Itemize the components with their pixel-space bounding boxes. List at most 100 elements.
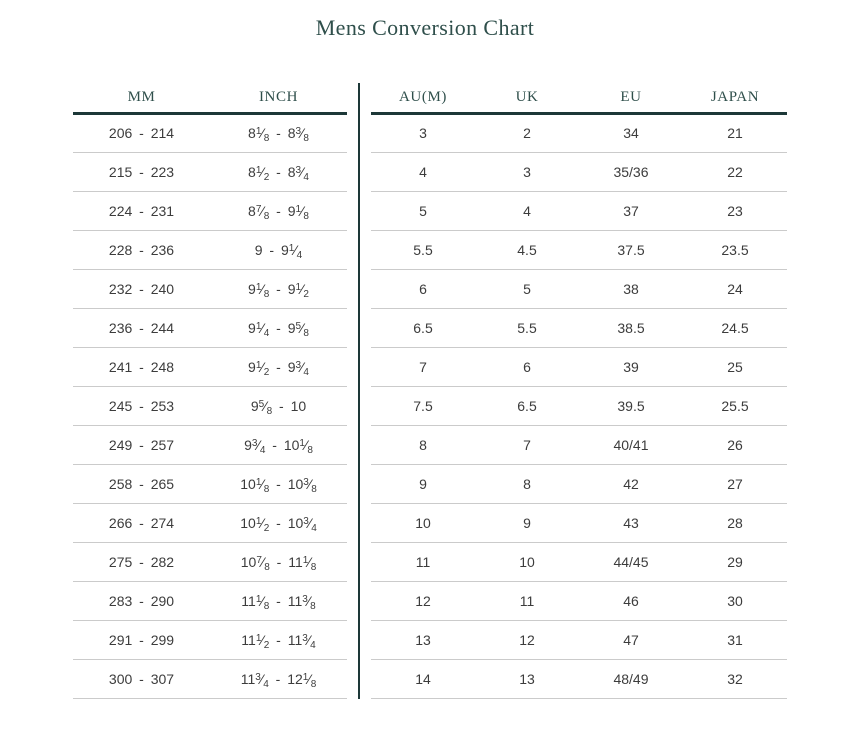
table-row: 5.5 4.5 37.5 23.5 [371,230,787,270]
table-cell: 291 - 299 [73,620,210,660]
table-row: 10 9 43 28 [371,503,787,543]
table-cell: 8 [475,464,579,504]
table-cell: 48/49 [579,659,683,699]
table-cell: 87⁄8 - 91⁄8 [210,191,347,231]
column-header: AU(M) [371,83,475,115]
table-cell: 6.5 [371,308,475,348]
table-cell: 6.5 [475,386,579,426]
table-cell: 4.5 [475,230,579,270]
table-cell: 44/45 [579,542,683,582]
table-cell: 37.5 [579,230,683,270]
table-row: 224 - 231 87⁄8 - 91⁄8 [73,191,347,231]
column-header: EU [579,83,683,115]
table-cell: 236 - 244 [73,308,210,348]
table-cell: 3 [371,113,475,153]
table-cell: 39 [579,347,683,387]
table-row: 258 - 265 101⁄8 - 103⁄8 [73,464,347,504]
table-cell: 5.5 [371,230,475,270]
divider-line [358,83,360,699]
table-cell: 34 [579,113,683,153]
table-cell: 91⁄8 - 91⁄2 [210,269,347,309]
table-row: 245 - 253 95⁄8 - 10 [73,386,347,426]
table-row: 266 - 274 101⁄2 - 103⁄4 [73,503,347,543]
table-row: 249 - 257 93⁄4 - 101⁄8 [73,425,347,465]
mm-inch-table: MM INCH 206 - 214 81⁄8 - 83⁄8 215 - 223 81⁄2… [73,83,347,699]
header-row: MM INCH [73,83,347,115]
table-cell: 9 [475,503,579,543]
table-cell: 241 - 248 [73,347,210,387]
table-cell: 28 [683,503,787,543]
table-cell: 7 [475,425,579,465]
table-row: 6.5 5.5 38.5 24.5 [371,308,787,348]
table-cell: 30 [683,581,787,621]
table-cell: 107⁄8 - 111⁄8 [210,542,347,582]
conversion-tables: MM INCH 206 - 214 81⁄8 - 83⁄8 215 - 223 81⁄2… [73,83,850,699]
table-cell: 206 - 214 [73,113,210,153]
table-row: 283 - 290 111⁄8 - 113⁄8 [73,581,347,621]
table-row: 13 12 47 31 [371,620,787,660]
table-cell: 3 [475,152,579,192]
table-cell: 5 [371,191,475,231]
table-cell: 5 [475,269,579,309]
sizes-table: AU(M) UK EU JAPAN 3 2 34 21 4 3 35/36 22 5 4 37 23 5.5 4… [371,83,787,699]
column-header: INCH [210,83,347,115]
table-cell: 13 [475,659,579,699]
table-cell: 26 [683,425,787,465]
table-divider [347,83,371,699]
mm-inch-table-body: 206 - 214 81⁄8 - 83⁄8 215 - 223 81⁄2 - 83⁄4… [73,113,347,699]
table-cell: 4 [475,191,579,231]
table-cell: 10 [475,542,579,582]
table-cell: 27 [683,464,787,504]
sizes-table-body: 3 2 34 21 4 3 35/36 22 5 4 37 23 5.5 4.5 37.5 23.5 6 5 38 2… [371,113,787,699]
table-cell: 224 - 231 [73,191,210,231]
table-row: 9 8 42 27 [371,464,787,504]
table-row: 236 - 244 91⁄4 - 95⁄8 [73,308,347,348]
table-row: 12 11 46 30 [371,581,787,621]
table-cell: 81⁄8 - 83⁄8 [210,113,347,153]
table-row: 215 - 223 81⁄2 - 83⁄4 [73,152,347,192]
table-row: 3 2 34 21 [371,113,787,153]
table-cell: 38 [579,269,683,309]
table-cell: 8 [371,425,475,465]
table-cell: 38.5 [579,308,683,348]
table-row: 4 3 35/36 22 [371,152,787,192]
table-cell: 6 [475,347,579,387]
table-row: 206 - 214 81⁄8 - 83⁄8 [73,113,347,153]
table-cell: 6 [371,269,475,309]
table-cell: 91⁄4 - 95⁄8 [210,308,347,348]
table-cell: 31 [683,620,787,660]
column-header: MM [73,83,210,115]
table-cell: 10 [371,503,475,543]
table-cell: 93⁄4 - 101⁄8 [210,425,347,465]
table-cell: 228 - 236 [73,230,210,270]
table-cell: 22 [683,152,787,192]
table-cell: 5.5 [475,308,579,348]
table-cell: 14 [371,659,475,699]
table-cell: 232 - 240 [73,269,210,309]
table-cell: 12 [475,620,579,660]
table-cell: 95⁄8 - 10 [210,386,347,426]
table-cell: 2 [475,113,579,153]
table-cell: 215 - 223 [73,152,210,192]
table-cell: 47 [579,620,683,660]
table-cell: 37 [579,191,683,231]
table-cell: 24 [683,269,787,309]
table-row: 232 - 240 91⁄8 - 91⁄2 [73,269,347,309]
table-cell: 21 [683,113,787,153]
table-row: 7 6 39 25 [371,347,787,387]
table-cell: 266 - 274 [73,503,210,543]
column-header: UK [475,83,579,115]
table-cell: 9 - 91⁄4 [210,230,347,270]
table-cell: 245 - 253 [73,386,210,426]
table-cell: 23 [683,191,787,231]
table-cell: 275 - 282 [73,542,210,582]
column-header: JAPAN [683,83,787,115]
table-row: 241 - 248 91⁄2 - 93⁄4 [73,347,347,387]
table-row: 14 13 48/49 32 [371,659,787,699]
table-cell: 43 [579,503,683,543]
table-row: 275 - 282 107⁄8 - 111⁄8 [73,542,347,582]
table-row: 6 5 38 24 [371,269,787,309]
table-row: 5 4 37 23 [371,191,787,231]
table-cell: 249 - 257 [73,425,210,465]
